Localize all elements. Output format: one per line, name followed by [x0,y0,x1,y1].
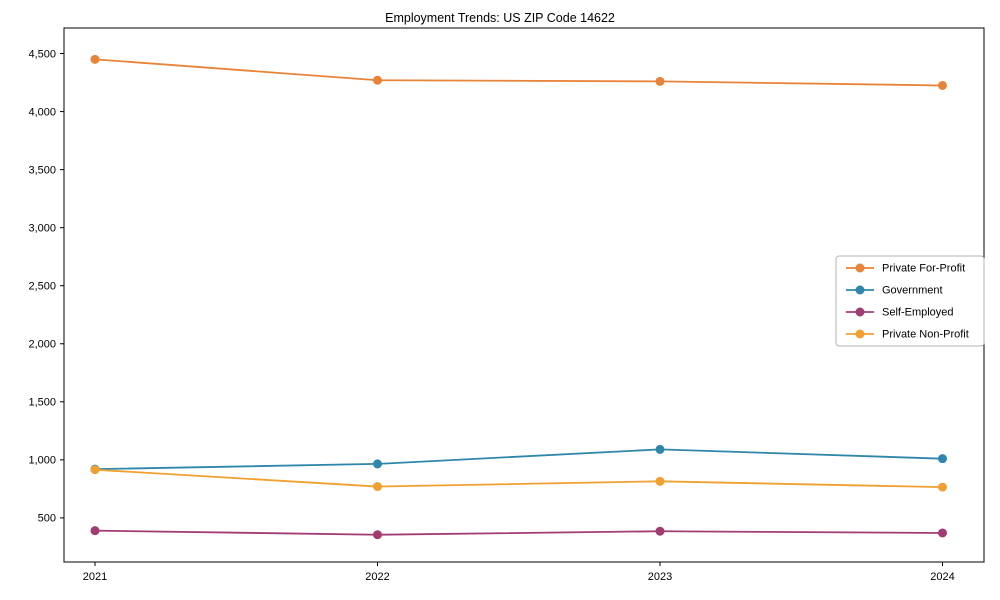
y-tick-label: 4,500 [28,48,56,60]
series-point-self-employed [373,530,382,540]
x-tick-label: 2024 [930,571,954,583]
y-tick-label: 500 [38,513,56,525]
series-point-private-non-profit [655,476,665,486]
series-line-self-employed [94,529,943,536]
legend-label-private-for-profit: Private For-Profit [882,263,965,275]
legend-box [835,255,985,347]
series-point-self-employed [938,528,947,538]
y-tick-label: 1,500 [28,397,56,409]
series-point-private-for-profit [90,54,100,64]
y-tick-label: 1,000 [28,455,56,467]
series-point-private-for-profit [655,76,665,86]
legend-label-government: Government [882,285,943,297]
legend-label-self-employed: Self-Employed [882,307,954,319]
legend-marker-private-non-profit [855,329,865,339]
series-point-self-employed [90,526,100,536]
y-tick-label: 2,000 [28,338,56,350]
legend-marker-private-for-profit [855,263,865,273]
legend-label-private-non-profit: Private Non-Profit [882,329,969,341]
series-point-private-non-profit [938,482,947,492]
chart-title: Employment Trends: US ZIP Code 14622 [385,11,615,25]
series-line-government [94,448,943,471]
legend-marker-government [855,285,865,295]
series-point-self-employed [655,526,665,536]
y-tick-label: 2,500 [28,280,56,292]
series-point-government [938,454,947,464]
y-tick-label: 3,500 [28,164,56,176]
series-point-private-non-profit [90,465,100,475]
x-tick-label: 2022 [365,571,389,583]
x-tick-label: 2021 [83,571,107,583]
x-tick-label: 2023 [648,571,672,583]
series-point-private-non-profit [373,482,382,492]
series-point-private-for-profit [938,80,947,90]
series-point-government [655,444,665,454]
series-point-private-for-profit [373,75,382,85]
series-point-government [373,459,382,469]
y-tick-label: 3,000 [28,222,56,234]
series-line-private-for-profit [94,58,943,87]
series-line-private-non-profit [94,468,943,489]
y-tick-label: 4,000 [28,106,56,118]
legend-marker-self-employed [855,307,865,317]
